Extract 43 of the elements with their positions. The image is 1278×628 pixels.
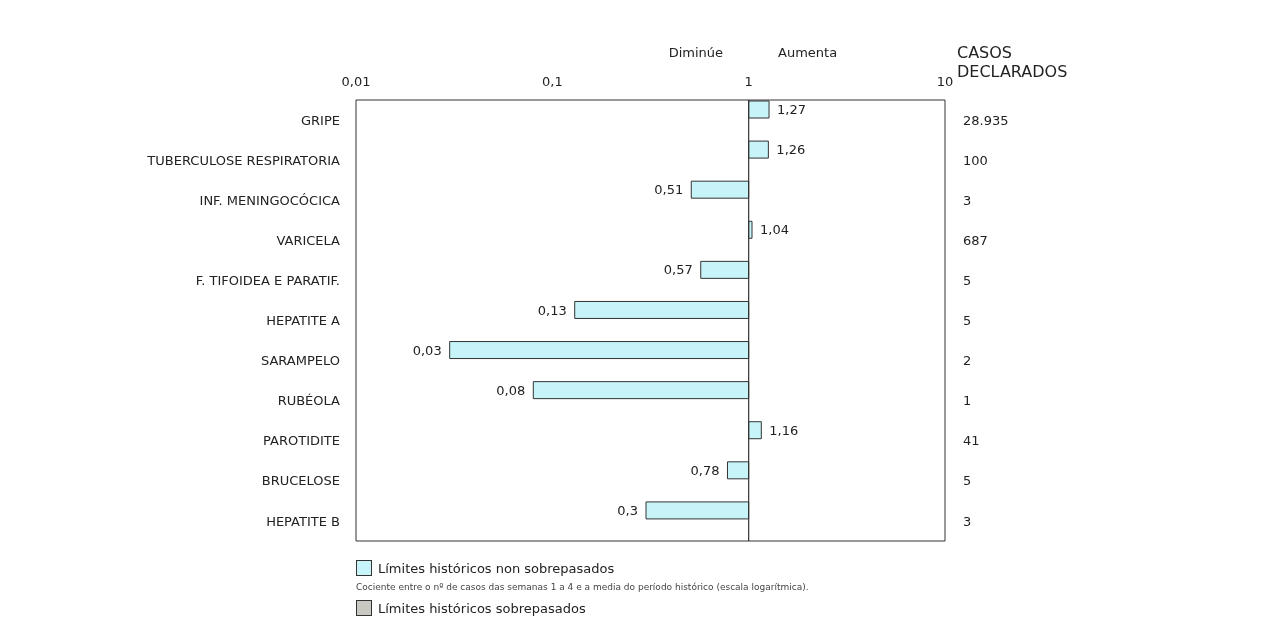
data-label: 1,26 <box>776 142 806 158</box>
legend-label: Límites históricos sobrepasados <box>378 600 586 616</box>
data-label: 0,51 <box>654 182 684 198</box>
y-tick-label: PAROTIDITE <box>263 433 340 449</box>
data-label: 0,57 <box>663 262 693 278</box>
y2-tick-label: 3 <box>963 192 972 208</box>
data-label: 1,04 <box>760 222 789 238</box>
y2-tick-label: 5 <box>963 473 972 489</box>
data-label: 0,13 <box>537 302 567 318</box>
x-tick-label: 1 <box>744 74 753 89</box>
data-label: 0,08 <box>496 382 526 398</box>
text: Aumenta <box>778 45 838 60</box>
text: Cociente entre o nº de casos das semanas 1 a 4 e a media do período histórico (escala logarítmica). <box>356 581 810 594</box>
data-label: 1,27 <box>777 102 806 118</box>
y2-tick-label: 28.935 <box>963 112 1009 128</box>
y-tick-label: INF. MENINGOCÓCICA <box>199 192 341 208</box>
y-tick-label: RUBÉOLA <box>277 393 341 409</box>
text: Diminúe <box>668 45 723 60</box>
x-tick-label: 10 <box>936 74 954 89</box>
y2-tick-label: 5 <box>963 313 972 329</box>
y-tick-label: HEPATITE B <box>266 513 340 529</box>
data-label: 1,16 <box>769 422 799 438</box>
x-tick-label: 0,01 <box>341 74 371 89</box>
y2-tick-label: 100 <box>963 152 988 168</box>
y-tick-label: GRIPE <box>301 112 340 128</box>
data-label: 0,78 <box>690 462 720 478</box>
y2-tick-label: 687 <box>963 232 988 248</box>
y2-axis-title: CASOS DECLARADOS <box>957 43 1068 81</box>
y-tick-label: BRUCELOSE <box>261 473 340 489</box>
y-tick-label: HEPATITE A <box>266 313 341 329</box>
y-tick-label: TUBERCULOSE RESPIRATORIA <box>146 152 341 168</box>
y2-tick-label: 3 <box>963 513 972 529</box>
y-tick-label: VARICELA <box>276 232 341 248</box>
y-tick-label: F. TIFOIDEA E PARATIF. <box>195 273 340 289</box>
data-label: 0,3 <box>617 502 639 518</box>
x-tick-label: 0,1 <box>541 74 563 89</box>
y2-tick-label: 5 <box>963 273 972 289</box>
data-label: 0,03 <box>412 342 442 358</box>
y2-tick-label: 41 <box>963 433 980 449</box>
legend-label: Límites históricos non sobrepasados <box>378 560 615 576</box>
y-tick-label: SARAMPELO <box>260 353 340 369</box>
y2-tick-label: 1 <box>963 393 972 409</box>
y2-tick-label: 2 <box>963 353 972 369</box>
